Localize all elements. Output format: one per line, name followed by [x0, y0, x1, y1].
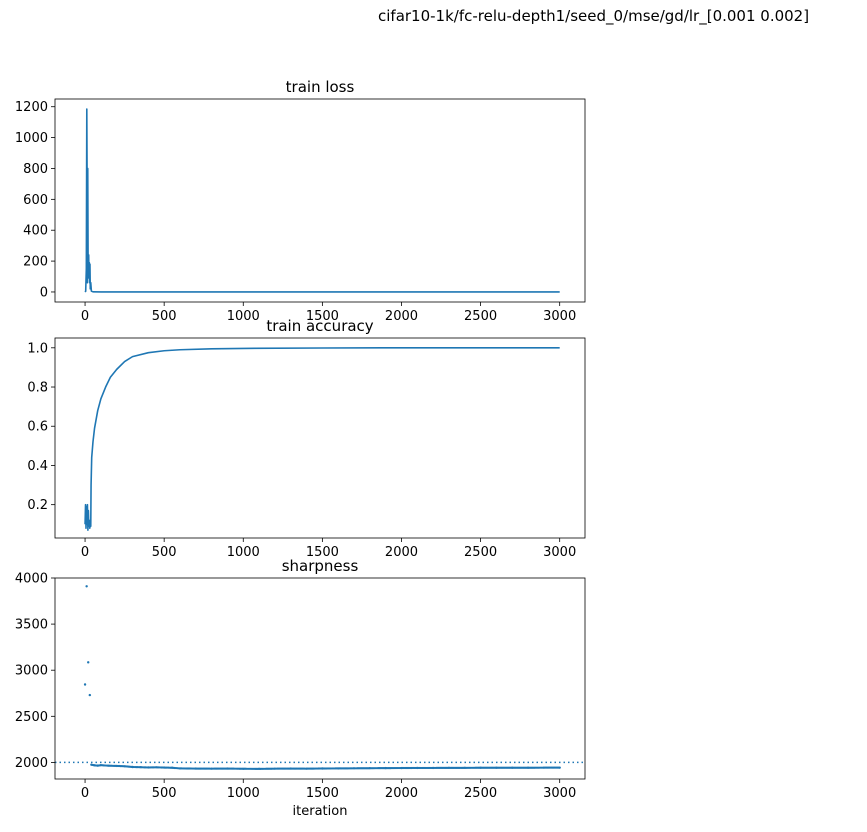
sharpness-point: [256, 767, 259, 770]
sharpness-x-tick-label: 1500: [306, 786, 339, 801]
train-loss-y-tick-label: 400: [23, 224, 48, 239]
sharpness-point: [145, 766, 149, 769]
sharpness-point: [88, 693, 92, 697]
figure-suptitle: cifar10-1k/fc-relu-depth1/seed_0/mse/gd/…: [378, 7, 810, 25]
train-accuracy-x-tick-label: 0: [81, 545, 89, 560]
sharpness-point: [351, 767, 354, 770]
sharpness-point: [193, 767, 196, 770]
sharpness-point: [138, 766, 141, 769]
sharpness-point: [304, 767, 307, 770]
sharpness-point: [525, 766, 528, 769]
train-loss-x-tick-label: 0: [81, 309, 89, 324]
train-loss-y-tick-label: 600: [23, 193, 48, 208]
sharpness-axes-frame: [54, 577, 586, 780]
train-loss-chart: train loss 0 500 1000 1500 2000 2500 3000 0 200 40…: [15, 78, 586, 324]
sharpness-point: [130, 765, 133, 768]
sharpness-x-tick-label: 2500: [464, 786, 497, 801]
sharpness-point: [446, 766, 449, 769]
train-accuracy-y-tick-label: 0.2: [27, 498, 48, 513]
train-accuracy-x-tick-label: 1000: [227, 545, 260, 560]
train-loss-x-tick-label: 1000: [227, 309, 260, 324]
sharpness-point: [83, 683, 87, 686]
sharpness-point: [383, 767, 386, 770]
sharpness-y-tick-label: 2500: [15, 710, 48, 725]
sharpness-point: [335, 767, 339, 770]
sharpness-point: [98, 764, 101, 767]
sharpness-point: [478, 766, 481, 769]
train-loss-title: train loss: [286, 78, 355, 96]
sharpness-y-tick-label: 3000: [15, 664, 48, 679]
sharpness-x-axis-label: iteration: [293, 804, 348, 819]
sharpness-point: [494, 766, 497, 769]
sharpness-point: [557, 766, 560, 769]
train-accuracy-y-tick-label: 0.4: [27, 459, 48, 474]
train-accuracy-y-tick-label: 0.6: [27, 420, 48, 435]
sharpness-point: [414, 766, 418, 770]
sharpness-x-tick-label: 1000: [227, 786, 260, 801]
sharpness-point: [272, 767, 275, 770]
sharpness-y-tick-label: 2000: [15, 756, 48, 771]
train-loss-axes-frame: [54, 98, 586, 303]
train-accuracy-x-tick-label: 2000: [385, 545, 418, 560]
train-loss-y-tick-label: 1200: [15, 100, 48, 115]
train-loss-x-tick-label: 2000: [385, 309, 418, 324]
sharpness-chart: sharpness 0 500 1000 1500 2000 2500 3000 2000 250…: [15, 557, 586, 819]
sharpness-point: [240, 767, 244, 770]
sharpness-x-tick-label: 0: [81, 786, 89, 801]
sharpness-y-tick-label: 3500: [15, 618, 48, 633]
sharpness-point: [153, 766, 157, 769]
sharpness-point: [114, 764, 117, 767]
sharpness-point: [430, 766, 433, 770]
train-accuracy-chart: train accuracy 0 500 1000 1500 2000 2500 3000 0.…: [27, 317, 586, 560]
sharpness-x-tick-label: 3000: [543, 786, 576, 801]
train-accuracy-title: train accuracy: [266, 317, 373, 335]
sharpness-point: [462, 766, 465, 769]
sharpness-point: [367, 767, 370, 770]
train-loss-y-tick-label: 800: [23, 162, 48, 177]
sharpness-point: [87, 661, 90, 664]
sharpness-title: sharpness: [282, 557, 359, 575]
train-accuracy-series-line: [84, 347, 560, 531]
sharpness-point: [288, 767, 291, 770]
train-accuracy-x-tick-label: 2500: [464, 545, 497, 560]
train-loss-y-tick-label: 200: [23, 255, 48, 270]
sharpness-point: [95, 764, 98, 767]
train-loss-y-tick-label: 1000: [15, 131, 48, 146]
sharpness-point: [92, 764, 95, 767]
sharpness-x-tick-label: 500: [152, 786, 177, 801]
sharpness-point: [122, 765, 125, 768]
train-accuracy-y-tick-label: 1.0: [27, 341, 48, 356]
sharpness-point: [177, 767, 180, 770]
sharpness-point: [399, 766, 402, 770]
train-accuracy-y-tick-label: 0.8: [27, 381, 48, 396]
sharpness-point: [161, 766, 164, 769]
train-loss-x-tick-label: 1500: [306, 309, 339, 324]
train-accuracy-x-tick-label: 3000: [543, 545, 576, 560]
train-accuracy-axes-frame: [54, 337, 586, 539]
sharpness-point: [169, 766, 172, 769]
sharpness-y-tick-label: 4000: [15, 572, 48, 587]
sharpness-point: [541, 766, 544, 769]
sharpness-x-tick-label: 2000: [385, 786, 418, 801]
train-loss-y-tick-label: 0: [40, 285, 48, 300]
train-loss-x-tick-label: 2500: [464, 309, 497, 324]
train-loss-x-tick-label: 3000: [543, 309, 576, 324]
sharpness-point: [209, 767, 212, 770]
train-loss-x-tick-label: 500: [152, 309, 177, 324]
sharpness-point: [85, 585, 88, 588]
sharpness-point: [225, 767, 228, 770]
train-loss-series-line: [84, 108, 560, 293]
train-accuracy-x-tick-label: 500: [152, 545, 177, 560]
sharpness-point: [320, 767, 323, 770]
sharpness-point: [106, 764, 109, 767]
sharpness-point: [509, 766, 513, 769]
train-accuracy-x-tick-label: 1500: [306, 545, 339, 560]
